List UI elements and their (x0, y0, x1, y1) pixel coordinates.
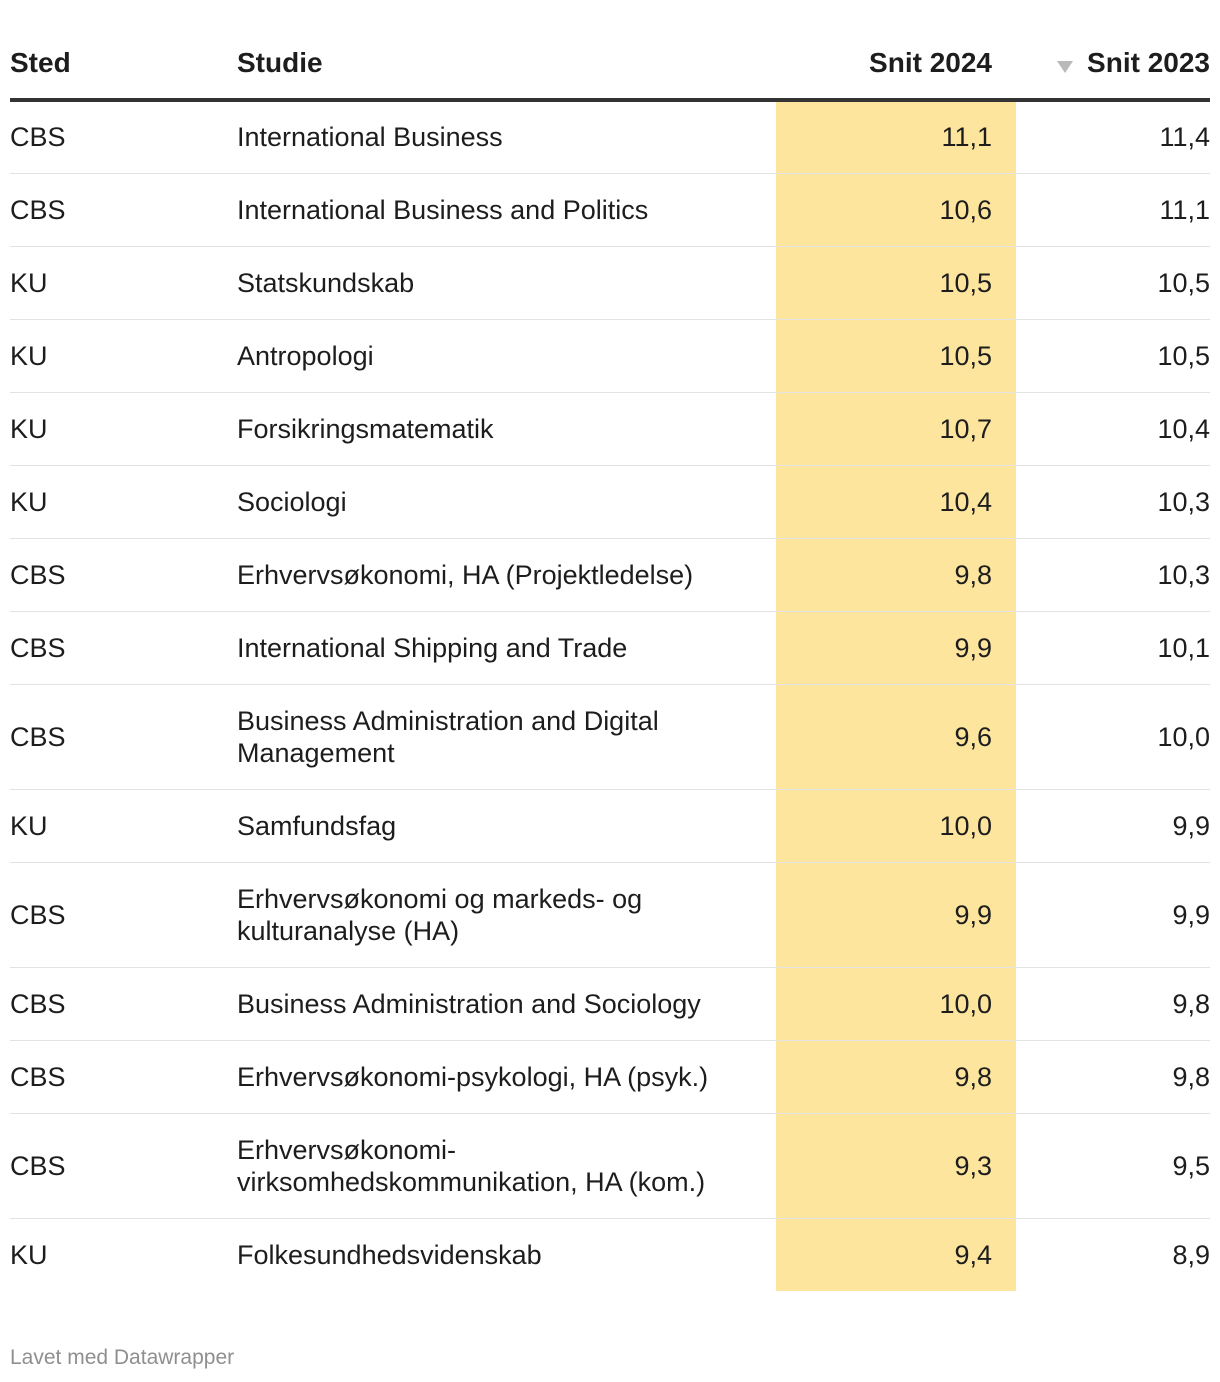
cell-sted: KU (10, 465, 237, 539)
cell-snit-2023: 9,5 (1016, 1113, 1210, 1219)
cell-studie: Antropologi (237, 319, 776, 393)
header-sted-label: Sted (10, 47, 71, 78)
cell-studie: Business Administration and Sociology (237, 967, 776, 1041)
header-studie[interactable]: Studie (237, 28, 776, 102)
cell-sted: KU (10, 789, 237, 863)
cell-studie: Statskundskab (237, 246, 776, 320)
cell-snit-2023: 10,3 (1016, 465, 1210, 539)
cell-sted: CBS (10, 1113, 237, 1219)
cell-snit-2024: 9,9 (776, 862, 1016, 968)
table-row: KU Statskundskab 10,5 10,5 (10, 246, 1210, 320)
cell-snit-2023: 11,1 (1016, 173, 1210, 247)
header-snit-2023-label: Snit 2023 (1087, 47, 1210, 78)
cell-snit-2024: 10,5 (776, 319, 1016, 393)
cell-snit-2023: 11,4 (1016, 100, 1210, 174)
table-row: CBS Erhvervsøkonomi, HA (Projektledelse) 9… (10, 538, 1210, 612)
cell-snit-2023: 9,8 (1016, 1040, 1210, 1114)
cell-sted: CBS (10, 538, 237, 612)
cell-sted: CBS (10, 1040, 237, 1114)
cell-snit-2024: 9,4 (954, 1239, 992, 1270)
cell-sted: CBS (10, 173, 237, 247)
cell-sted: CBS (10, 611, 237, 685)
table-row: KU Folkesundhedsvidenskab 9,4 8,9 (10, 1218, 1210, 1291)
table-row: KU Samfundsfag 10,0 9,9 (10, 789, 1210, 863)
table-header: Sted Studie Snit 2024 Snit 2023 (10, 28, 1210, 102)
cell-studie: Erhvervsøkonomi og markeds- og kulturana… (237, 862, 776, 968)
cell-studie: Sociologi (237, 465, 776, 539)
table-row: CBS Business Administration and Sociology… (10, 967, 1210, 1041)
cell-snit-2023: 9,9 (1016, 789, 1210, 863)
cell-snit-2023: 10,5 (1016, 246, 1210, 320)
cell-snit-2024: 10,7 (776, 392, 1016, 466)
table-row: CBS International Shipping and Trade 9,9 10… (10, 611, 1210, 685)
cell-sted: CBS (10, 967, 237, 1041)
cell-snit-2023: 10,5 (1016, 319, 1210, 393)
cell-snit-2023: 10,3 (1016, 538, 1210, 612)
cell-sted: KU (10, 1239, 48, 1270)
cell-snit-2024: 10,5 (776, 246, 1016, 320)
cell-studie: International Shipping and Trade (237, 611, 776, 685)
cell-sted: CBS (10, 862, 237, 968)
cell-sted: KU (10, 392, 237, 466)
table-row: CBS Erhvervsøkonomi-virksomhedskommunikat… (10, 1113, 1210, 1219)
header-row: Sted Studie Snit 2024 Snit 2023 (10, 28, 1210, 102)
cell-studie: Forsikringsmatematik (237, 392, 776, 466)
cell-studie: Samfundsfag (237, 789, 776, 863)
header-studie-label: Studie (237, 47, 323, 78)
header-snit-2024-label: Snit 2024 (869, 47, 992, 78)
cell-sted: CBS (10, 684, 237, 790)
table-row: CBS Erhvervsøkonomi-psykologi, HA (psyk.)… (10, 1040, 1210, 1114)
cell-snit-2024: 9,9 (776, 611, 1016, 685)
table-row: CBS International Business 11,1 11,4 (10, 100, 1210, 174)
table-row: CBS Erhvervsøkonomi og markeds- og kultur… (10, 862, 1210, 968)
table-row: CBS International Business and Politics 10… (10, 173, 1210, 247)
cell-snit-2024: 10,6 (776, 173, 1016, 247)
cell-snit-2023: 8,9 (1172, 1239, 1210, 1270)
data-table: Sted Studie Snit 2024 Snit 2023 CBS Inter… (10, 28, 1210, 1291)
table-row: CBS Business Administration and Digital M… (10, 684, 1210, 790)
cell-snit-2024: 10,0 (776, 789, 1016, 863)
cell-studie: International Business and Politics (237, 173, 776, 247)
table-row: KU Sociologi 10,4 10,3 (10, 465, 1210, 539)
table-row: KU Antropologi 10,5 10,5 (10, 319, 1210, 393)
cell-snit-2024: 10,0 (776, 967, 1016, 1041)
footer-credit[interactable]: Lavet med Datawrapper (10, 1346, 235, 1369)
cell-studie: Erhvervsøkonomi-psykologi, HA (psyk.) (237, 1040, 776, 1114)
cell-sted: KU (10, 319, 237, 393)
cell-studie: International Business (237, 100, 776, 174)
cell-sted: CBS (10, 100, 237, 174)
cell-snit-2024: 9,6 (776, 684, 1016, 790)
header-sted[interactable]: Sted (10, 28, 237, 102)
cell-snit-2023: 10,1 (1016, 611, 1210, 685)
cell-studie: Erhvervsøkonomi, HA (Projektledelse) (237, 538, 776, 612)
cell-sted: KU (10, 246, 237, 320)
cell-snit-2024: 10,4 (776, 465, 1016, 539)
cell-snit-2023: 10,4 (1016, 392, 1210, 466)
cell-studie: Erhvervsøkonomi-virksomhedskommunikation… (237, 1113, 776, 1219)
cell-snit-2023: 9,8 (1016, 967, 1210, 1041)
header-snit-2024[interactable]: Snit 2024 (776, 28, 1016, 102)
cell-studie: Business Administration and Digital Mana… (237, 684, 776, 790)
cell-snit-2024: 9,3 (776, 1113, 1016, 1219)
cell-snit-2024: 9,8 (776, 538, 1016, 612)
cell-snit-2024: 11,1 (776, 100, 1016, 174)
cell-snit-2024: 9,8 (776, 1040, 1016, 1114)
sort-descending-icon (1057, 60, 1074, 73)
cell-snit-2023: 10,0 (1016, 684, 1210, 790)
table-row: KU Forsikringsmatematik 10,7 10,4 (10, 392, 1210, 466)
table-body: CBS International Business 11,1 11,4 CBS Inte… (10, 100, 1210, 1291)
cell-snit-2023: 9,9 (1016, 862, 1210, 968)
cell-studie: Folkesundhedsvidenskab (237, 1239, 542, 1270)
data-table-container: Sted Studie Snit 2024 Snit 2023 CBS Inter… (10, 28, 1210, 1291)
header-snit-2023[interactable]: Snit 2023 (1016, 28, 1210, 102)
